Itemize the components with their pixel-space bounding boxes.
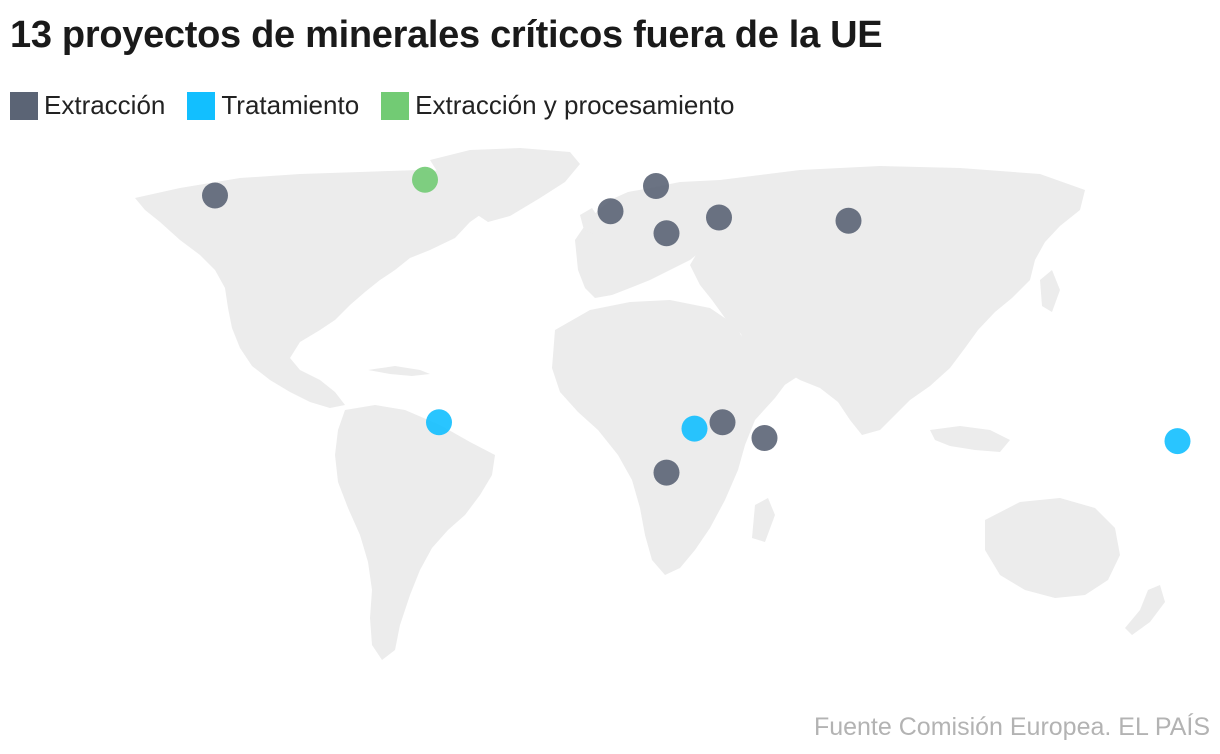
project-marker-extraccion-3 (597, 198, 624, 225)
project-marker-extraccion-6 (706, 204, 732, 231)
page-title: 13 proyectos de minerales críticos fuera… (10, 14, 883, 56)
project-marker-extraccion-10 (709, 409, 736, 436)
project-marker-ambos-2 (412, 166, 438, 193)
land-south-america (335, 405, 495, 660)
land-caribbean (368, 366, 430, 376)
project-markers (202, 166, 1191, 486)
project-marker-extraccion-5 (653, 220, 680, 247)
land-australia (985, 498, 1120, 598)
legend-label-extraccion: Extracción (44, 90, 166, 120)
land-uk (580, 208, 600, 234)
legend-item-tratamiento: Tratamiento (187, 90, 359, 121)
source-note: Fuente Comisión Europea. EL PAÍS (813, 713, 1210, 741)
land-arabia (740, 330, 805, 388)
project-marker-tratamiento-8 (426, 409, 452, 436)
legend-label-tratamiento: Tratamiento (221, 90, 360, 120)
land-north-america (135, 170, 500, 408)
land-masses (135, 148, 1165, 660)
project-marker-extraccion-11 (751, 425, 778, 451)
project-marker-extraccion-7 (835, 207, 862, 234)
legend-swatch-ambos (381, 91, 410, 120)
project-marker-extraccion-4 (643, 173, 669, 199)
legend-label-ambos: Extracción y procesamiento (415, 90, 735, 120)
land-japan (1040, 270, 1060, 312)
land-africa (552, 300, 790, 575)
legend-swatch-extraccion (10, 91, 38, 120)
project-marker-extraccion-1 (202, 182, 228, 209)
project-marker-tratamiento-13 (1164, 428, 1191, 455)
project-marker-tratamiento-9 (681, 415, 708, 442)
legend-item-extraccion: Extracción (10, 90, 165, 121)
legend-item-ambos: Extracción y procesamiento (381, 90, 735, 121)
land-se-asia (930, 426, 1010, 452)
land-new-zealand (1125, 585, 1165, 635)
legend-swatch-tratamiento (187, 91, 216, 120)
legend: Extracción Tratamiento Extracción y proc… (10, 90, 757, 121)
world-map-svg (135, 148, 1191, 660)
world-map (0, 130, 1220, 690)
land-madagascar (752, 498, 775, 542)
land-greenland (430, 148, 580, 222)
project-marker-extraccion-12 (653, 459, 680, 486)
